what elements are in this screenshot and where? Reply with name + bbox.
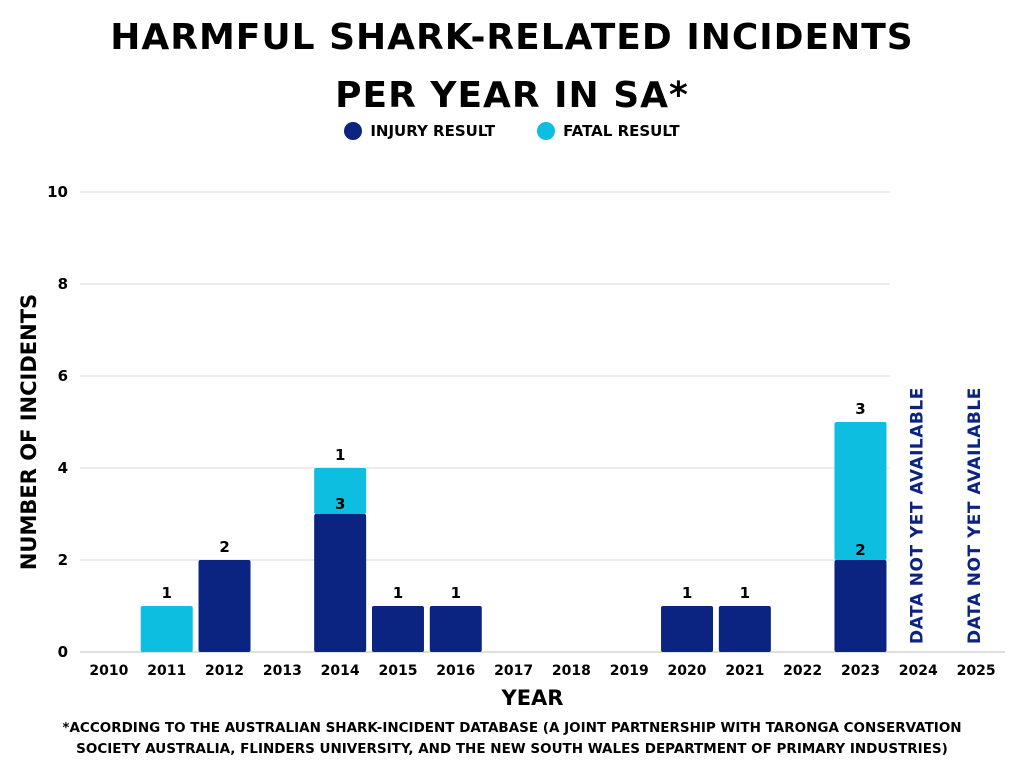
bar-injury-2023 — [834, 560, 887, 652]
y-axis-title: NUMBER OF INCIDENTS — [17, 294, 41, 570]
legend-label-injury: Injury result — [370, 122, 496, 140]
data-label-injury-2012: 2 — [219, 538, 229, 556]
x-tick-label-2015: 2015 — [378, 663, 417, 679]
data-label-injury-2020: 1 — [682, 584, 692, 602]
x-tick-label-2017: 2017 — [494, 663, 533, 679]
bar-fatal-2023 — [834, 422, 887, 560]
footnote-line-1: *According to the Australian Shark-Incid… — [62, 720, 962, 736]
x-tick-label-2024: 2024 — [899, 663, 938, 679]
data-label-injury-2014: 3 — [335, 495, 345, 513]
data-label-injury-2015: 1 — [393, 584, 403, 602]
x-tick-label-2010: 2010 — [89, 663, 128, 679]
x-tick-label-2014: 2014 — [321, 663, 360, 679]
bar-injury-2015 — [371, 606, 424, 652]
y-tick-label-6: 6 — [58, 367, 68, 385]
y-tick-label-2: 2 — [58, 551, 68, 569]
chart-title-line-1: Harmful shark-related incidents — [110, 17, 914, 58]
data-label-fatal-2011: 1 — [162, 584, 172, 602]
data-label-fatal-2023: 3 — [855, 400, 865, 418]
data-label-fatal-2014: 1 — [335, 446, 345, 464]
x-tick-label-2025: 2025 — [957, 663, 996, 679]
x-tick-label-2013: 2013 — [263, 663, 302, 679]
bar-injury-2016 — [429, 606, 482, 652]
legend-item-fatal: Fatal result — [537, 122, 680, 140]
annotation-unavailable-2024: DATA NOT YET AVAILABLE — [907, 387, 927, 644]
x-tick-label-2012: 2012 — [205, 663, 244, 679]
y-tick-label-10: 10 — [47, 183, 68, 201]
data-label-injury-2021: 1 — [740, 584, 750, 602]
legend-item-injury: Injury result — [344, 122, 495, 140]
x-axis-title: YEAR — [501, 686, 564, 710]
data-label-injury-2016: 1 — [451, 584, 461, 602]
footnote-line-2: Society Australia, Flinders University, … — [76, 741, 948, 757]
legend-swatch-injury — [344, 122, 363, 140]
x-tick-label-2011: 2011 — [147, 663, 186, 679]
x-tick-label-2020: 2020 — [668, 663, 707, 679]
legend-swatch-fatal — [537, 122, 556, 140]
y-tick-label-0: 0 — [58, 643, 68, 661]
y-tick-label-4: 4 — [58, 459, 68, 477]
chart-title-line-2: per year in SA* — [335, 75, 689, 116]
chart-legend: Injury result Fatal result — [0, 122, 1024, 140]
x-tick-label-2019: 2019 — [610, 663, 649, 679]
x-tick-label-2022: 2022 — [783, 663, 822, 679]
bar-injury-2014 — [314, 514, 367, 652]
bar-injury-2020 — [661, 606, 714, 652]
bar-fatal-2011 — [140, 606, 193, 652]
bar-fatal-2014 — [314, 468, 367, 514]
legend-label-fatal: Fatal result — [563, 122, 680, 140]
x-tick-label-2016: 2016 — [436, 663, 475, 679]
x-tick-label-2023: 2023 — [841, 663, 880, 679]
x-tick-label-2021: 2021 — [725, 663, 764, 679]
x-tick-label-2018: 2018 — [552, 663, 591, 679]
data-label-injury-2023: 2 — [855, 541, 865, 559]
y-tick-label-8: 8 — [58, 275, 68, 293]
bar-injury-2021 — [718, 606, 771, 652]
annotation-unavailable-2025: DATA NOT YET AVAILABLE — [965, 387, 985, 644]
bar-injury-2012 — [198, 560, 251, 652]
